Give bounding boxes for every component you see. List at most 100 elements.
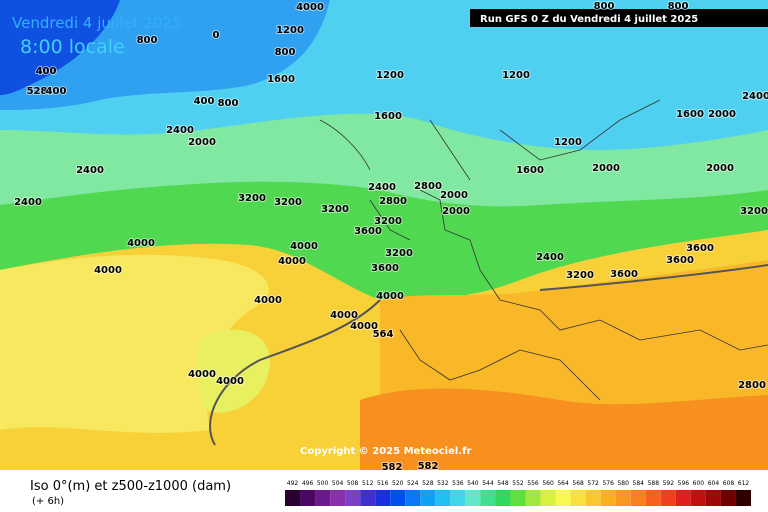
scale-label: 572	[587, 480, 599, 487]
contour-label: 4000	[216, 376, 244, 387]
contour-label: 1600	[516, 165, 544, 176]
contour-label: 4000	[290, 241, 318, 252]
scale-label: 584	[633, 480, 645, 487]
contour-label: 400	[36, 66, 57, 77]
contour-label: 1600	[676, 109, 704, 120]
scale-label: 568	[572, 480, 584, 487]
scale-swatch	[690, 490, 706, 506]
contour-label: 2800	[414, 181, 442, 192]
scale-label: 516	[377, 480, 389, 487]
contour-label: 1200	[276, 25, 304, 36]
run-banner	[470, 9, 768, 27]
scale-swatch	[375, 490, 391, 506]
contour-label: 3200	[321, 204, 349, 215]
contour-label: 1200	[554, 137, 582, 148]
scale-label: 552	[512, 480, 524, 487]
contour-label: 1200	[502, 70, 530, 81]
contour-label: 400	[194, 96, 215, 107]
isoline	[209, 264, 768, 446]
scale-swatch	[360, 490, 376, 506]
scale-swatch	[345, 490, 361, 506]
scale-label: 496	[302, 480, 314, 487]
contour-label: 4000	[188, 369, 216, 380]
contour-label: 4000	[127, 238, 155, 249]
scale-swatch	[705, 490, 721, 506]
contour-label: 3200	[385, 248, 413, 259]
contour-label: 3600	[666, 255, 694, 266]
scale-label: 528	[422, 480, 434, 487]
scale-swatch	[570, 490, 586, 506]
contour-label: 800	[275, 47, 296, 58]
contour-label: 1600	[374, 111, 402, 122]
scale-label: 500	[317, 480, 329, 487]
scale-label: 576	[602, 480, 614, 487]
scale-label: 556	[527, 480, 539, 487]
footer-step: (+ 6h)	[32, 496, 64, 507]
scale-swatch	[630, 490, 646, 506]
contour-label: 0	[213, 30, 220, 41]
field-deep-blue	[0, 0, 120, 95]
scale-swatch	[465, 490, 481, 506]
contour-label: 2400	[742, 91, 768, 102]
scale-label: 564	[557, 480, 569, 487]
contour-label: 2000	[188, 137, 216, 148]
contour-label: 800	[218, 98, 239, 109]
contour-label: 4000	[296, 2, 324, 13]
contour-label: 800	[594, 1, 615, 12]
scale-swatch	[435, 490, 451, 506]
contour-label: 2400	[536, 252, 564, 263]
contour-label: 3200	[274, 197, 302, 208]
contour-label: 2400	[368, 182, 396, 193]
contour-label: 2000	[440, 190, 468, 201]
contour-label: 3200	[566, 270, 594, 281]
scale-swatch	[420, 490, 436, 506]
scale-swatch	[450, 490, 466, 506]
scale-label: 540	[467, 480, 479, 487]
contour-label: 2400	[166, 125, 194, 136]
contour-label: 528	[27, 86, 48, 97]
scale-label: 580	[617, 480, 629, 487]
scale-label: 608	[723, 480, 735, 487]
scale-swatch	[615, 490, 631, 506]
scale-swatch	[660, 490, 676, 506]
contour-label: 3200	[238, 193, 266, 204]
contour-label: 4000	[350, 321, 378, 332]
scale-label: 612	[738, 480, 750, 487]
scale-label: 544	[482, 480, 494, 487]
scale-label: 504	[332, 480, 344, 487]
scale-swatch	[675, 490, 691, 506]
scale-swatch	[495, 490, 511, 506]
scale-label: 600	[693, 480, 705, 487]
contour-label: 4000	[376, 291, 404, 302]
contour-label: 2400	[76, 165, 104, 176]
scale-label: 520	[392, 480, 404, 487]
contour-label: 3200	[374, 216, 402, 227]
scale-swatch	[480, 490, 496, 506]
contour-label: 2000	[708, 109, 736, 120]
contour-label: 400	[46, 86, 67, 97]
contour-label: 4000	[278, 256, 306, 267]
scale-label: 512	[362, 480, 374, 487]
contour-label: 3600	[610, 269, 638, 280]
contour-label: 3600	[354, 226, 382, 237]
contour-label: 800	[668, 1, 689, 12]
contour-label: 1600	[267, 74, 295, 85]
scale-label: 536	[452, 480, 464, 487]
contour-label: 800	[137, 35, 158, 46]
contour-label: 2400	[14, 197, 42, 208]
contour-label: 1200	[376, 70, 404, 81]
field-pale	[196, 329, 270, 413]
scale-label: 596	[678, 480, 690, 487]
scale-swatch	[330, 490, 346, 506]
contour-label: 4000	[94, 265, 122, 276]
contour-label: 564	[373, 329, 394, 340]
scale-swatch	[525, 490, 541, 506]
scale-swatch	[585, 490, 601, 506]
run-label: Run GFS 0 Z du Vendredi 4 juillet 2025	[480, 14, 698, 25]
scale-swatch	[600, 490, 616, 506]
time-label: 8:00 locale	[20, 36, 125, 58]
scale-swatch	[510, 490, 526, 506]
